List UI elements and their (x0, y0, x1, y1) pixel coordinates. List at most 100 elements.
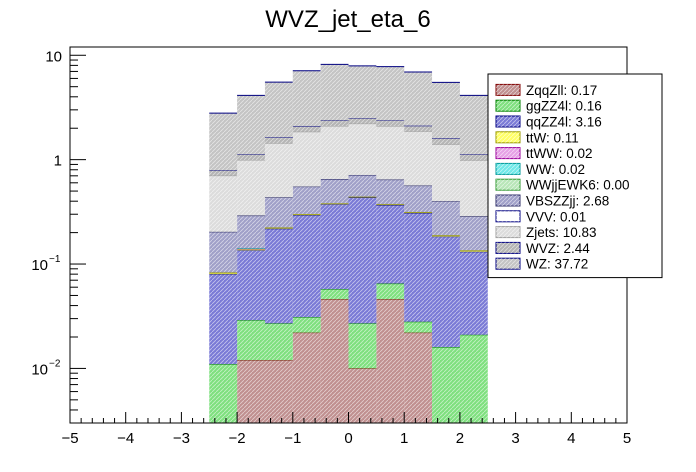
legend-label: ttWW: 0.02 (526, 146, 593, 161)
x-axis: −5 −4 −3 −2 −1 0 1 2 3 4 5 (61, 412, 631, 447)
legend-label: Zjets: 10.83 (526, 225, 597, 240)
bar-hatch (320, 64, 349, 121)
y-tick-label: 1 (54, 153, 62, 170)
bar-hatch (376, 120, 405, 127)
x-tick-label: −5 (61, 430, 78, 447)
bar-hatch (432, 138, 460, 145)
legend-item: ZqqZll: 0.17 (495, 83, 597, 98)
bar-hatch (404, 321, 433, 333)
bar-hatch (404, 125, 433, 132)
bar-hatch (209, 274, 238, 365)
bar-hatch (237, 320, 265, 361)
legend-label: ZqqZll: 0.17 (526, 83, 597, 98)
legend-swatch-hatch (496, 226, 520, 238)
series-0 (237, 298, 433, 423)
x-tick-label: −1 (284, 430, 301, 447)
bar-hatch (376, 299, 405, 423)
histogram-bars (209, 63, 488, 423)
legend-label: VBSZZjj: 2.68 (526, 194, 609, 209)
legend-item: Zjets: 10.83 (495, 225, 597, 240)
bar-hatch (432, 236, 460, 348)
legend-item: ttWW: 0.02 (495, 146, 593, 161)
bar-hatch (404, 131, 433, 186)
legend-label: ttW: 0.11 (526, 130, 579, 145)
bar-hatch (264, 323, 293, 361)
legend-swatch-hatch (496, 100, 520, 112)
bar-hatch (320, 125, 349, 180)
x-tick-label: 0 (344, 430, 352, 447)
x-tick-label: 4 (567, 430, 575, 447)
bar-hatch (292, 215, 321, 318)
y-tick-exponent: −1 (49, 254, 61, 265)
legend-item: VVV: 0.01 (495, 209, 586, 224)
bar-hatch (320, 179, 349, 204)
series-9 (209, 123, 488, 232)
bar-hatch (292, 317, 321, 333)
bar-hatch (292, 131, 321, 187)
bar-hatch (264, 143, 293, 198)
bar-hatch (292, 125, 321, 132)
bar-hatch (376, 126, 405, 180)
legend-swatch-hatch (496, 210, 520, 222)
bar-hatch (264, 82, 293, 138)
bar-hatch (348, 175, 377, 197)
bar-hatch (237, 249, 265, 251)
bar-hatch (292, 332, 321, 423)
bar-hatch (320, 204, 349, 290)
bar-hatch (292, 186, 321, 215)
legend-item: ggZZ4l: 0.16 (495, 99, 602, 114)
bar-hatch (459, 250, 488, 252)
bar-hatch (432, 144, 460, 202)
bar-hatch (404, 332, 433, 423)
legend-swatch-hatch (496, 163, 520, 175)
y-tick-label: 10 (31, 257, 48, 274)
bar-hatch (348, 368, 377, 423)
x-tick-label: −3 (173, 430, 190, 447)
legend-item: qqZZ4l: 3.16 (495, 115, 602, 130)
bar-hatch (209, 364, 238, 423)
legend-item: VBSZZjj: 2.68 (495, 194, 609, 209)
legend-swatch-hatch (496, 131, 520, 143)
bar-hatch (209, 113, 238, 171)
legend-item: ttW: 0.11 (495, 130, 579, 145)
bar-hatch (237, 154, 265, 161)
legend-label: WVZ: 2.44 (526, 241, 590, 256)
bar-hatch (237, 250, 265, 321)
bar-hatch (376, 66, 405, 121)
bar-hatch (237, 360, 265, 423)
legend-swatch-hatch (496, 116, 520, 127)
bar-hatch (404, 71, 433, 126)
bar-hatch (432, 82, 460, 139)
bar-hatch (348, 118, 377, 124)
bar-hatch (209, 175, 238, 232)
legend-swatch-hatch (496, 258, 520, 270)
bar-hatch (292, 70, 321, 126)
bar-hatch (320, 299, 349, 423)
bar-hatch (432, 201, 460, 236)
bar-hatch (209, 231, 238, 273)
bar-hatch (459, 216, 488, 251)
x-tick-label: 2 (456, 430, 464, 447)
bar-hatch (264, 228, 293, 324)
legend-item: WW: 0.02 (495, 162, 585, 177)
bar-hatch (459, 251, 488, 335)
legend-swatch-hatch (496, 179, 520, 191)
bar-hatch (237, 160, 265, 216)
bar-hatch (209, 170, 238, 176)
legend-item: WZ: 37.72 (495, 257, 588, 272)
legend-label: WZ: 37.72 (526, 257, 588, 272)
legend-swatch-hatch (496, 84, 520, 96)
bar-hatch (376, 205, 405, 284)
y-tick-label: 10 (45, 48, 62, 65)
bar-hatch (404, 185, 433, 213)
legend-label: WWjjEWK6: 0.00 (526, 178, 630, 193)
legend-label: ggZZ4l: 0.16 (526, 99, 602, 114)
bar-hatch (459, 334, 488, 423)
legend-label: qqZZ4l: 3.16 (526, 115, 602, 130)
bar-hatch (264, 197, 293, 228)
x-tick-label: 5 (623, 430, 631, 447)
y-tick-exponent: −2 (49, 358, 61, 369)
legend-swatch-hatch (496, 147, 520, 159)
